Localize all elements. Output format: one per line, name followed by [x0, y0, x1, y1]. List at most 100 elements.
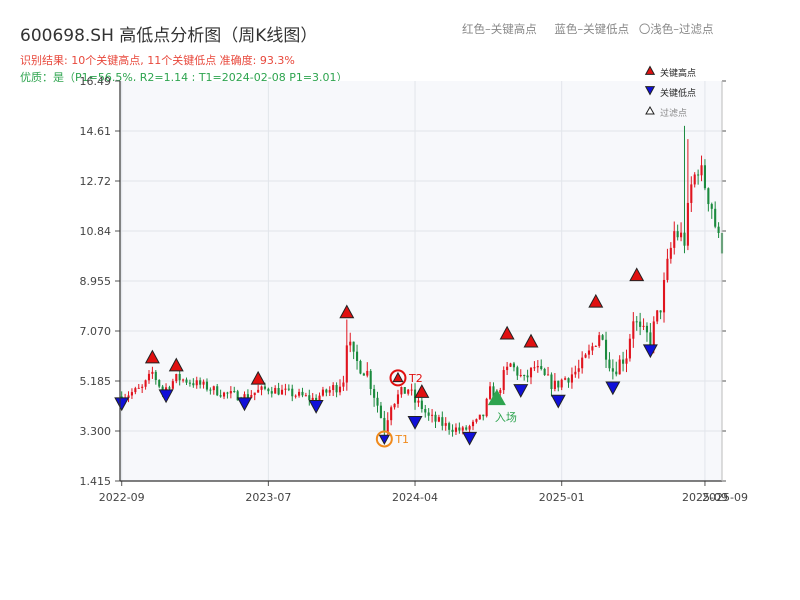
key-high-marker	[250, 370, 266, 385]
candle-body	[594, 345, 597, 347]
candle-body	[448, 423, 451, 430]
candle-body	[550, 374, 553, 390]
candle-body	[581, 357, 584, 369]
candle-body	[407, 389, 410, 394]
candle-body	[413, 389, 417, 403]
y-tick-label: 5.185	[80, 375, 112, 388]
y-tick-label: 8.955	[80, 275, 112, 288]
candle-body	[396, 394, 400, 404]
candle-body	[560, 379, 563, 388]
candle-body	[478, 414, 481, 420]
candle-body	[328, 390, 331, 393]
key-high-marker	[414, 384, 430, 398]
candle-body	[628, 338, 631, 359]
key-high-marker	[339, 304, 355, 319]
candle-body	[294, 395, 297, 397]
t1-ring	[375, 430, 393, 448]
key-low-marker	[605, 381, 621, 396]
candle-body	[366, 370, 369, 376]
candle-body	[659, 310, 662, 313]
candle-body	[359, 360, 362, 374]
candle-body	[417, 400, 420, 403]
candle-body	[690, 184, 693, 203]
candle-body	[209, 389, 212, 391]
key-high-marker	[588, 293, 604, 308]
candle-body	[485, 398, 488, 417]
candle-body	[645, 325, 649, 333]
y-tick-label: 14.61	[80, 125, 112, 138]
candle-body	[130, 392, 133, 396]
candle-body	[680, 232, 683, 238]
entry-marker	[487, 389, 506, 406]
candle-body	[236, 391, 239, 401]
y-tick-label: 7.070	[80, 325, 112, 338]
candle-body	[298, 391, 301, 396]
candle-body	[458, 427, 461, 431]
candle-body	[284, 388, 287, 390]
candle-body	[349, 341, 352, 346]
candle-body	[441, 417, 444, 426]
candle-body	[192, 383, 195, 386]
candle-body	[492, 386, 495, 399]
key-high-marker	[168, 357, 184, 372]
candle-body	[591, 346, 594, 351]
candle-body	[185, 379, 188, 383]
candle-body	[662, 279, 666, 313]
candle-body	[332, 385, 335, 391]
header-legend-red: 红色–关键高点	[462, 22, 537, 36]
candle-body	[386, 420, 389, 433]
candle-body	[212, 386, 215, 391]
candle-body	[277, 388, 280, 395]
page-title: 600698.SH 高低点分析图（周K线图）	[20, 26, 318, 46]
key-low-marker	[513, 384, 529, 398]
candle-body	[137, 387, 140, 389]
candle-body	[584, 354, 587, 358]
x-tick-label: 2025-09	[682, 491, 728, 504]
candle-body	[632, 321, 635, 339]
candle-body	[489, 386, 492, 399]
candle-body	[444, 423, 447, 426]
candle-body	[601, 335, 604, 340]
candle-body	[144, 380, 147, 387]
candle-body	[553, 380, 556, 390]
candle-body	[393, 403, 396, 408]
x-tick-label: 2023-07	[245, 491, 291, 504]
candle-body	[342, 382, 345, 387]
t1-label: T1	[394, 433, 409, 446]
candle-body	[557, 380, 560, 388]
candle-body	[355, 351, 359, 361]
candle-body	[475, 419, 478, 422]
candle-body	[543, 368, 546, 375]
candle-body	[427, 412, 430, 416]
candle-body	[301, 391, 304, 396]
key-low-marker	[462, 431, 478, 446]
candle-body	[471, 421, 475, 427]
candle-body	[509, 363, 512, 367]
candle-body	[635, 321, 638, 323]
key-low-marker	[308, 400, 324, 414]
candle-body	[291, 388, 294, 397]
candle-body	[434, 414, 437, 422]
candle-body	[465, 427, 468, 430]
candle-body	[642, 325, 645, 327]
header-legend-blue: 蓝色–关键低点	[554, 22, 630, 36]
legend-filtered-marker	[645, 105, 655, 115]
legend-low-label: 关键低点	[660, 87, 696, 99]
candle-body	[611, 368, 614, 372]
candle-body	[205, 381, 209, 390]
candle-body	[311, 397, 314, 401]
candle-body	[325, 389, 328, 393]
key-high-marker	[523, 333, 539, 348]
candle-body	[717, 226, 720, 234]
candle-body	[383, 417, 386, 433]
candle-body	[625, 358, 628, 364]
candle-body	[147, 373, 151, 381]
candle-body	[683, 232, 686, 246]
candle-body	[697, 174, 700, 176]
candle-body	[437, 417, 440, 422]
t1-marker	[378, 434, 390, 445]
candle-body	[338, 386, 342, 393]
key-low-marker	[642, 344, 658, 359]
candle-body	[362, 373, 365, 376]
candle-body	[188, 382, 191, 384]
